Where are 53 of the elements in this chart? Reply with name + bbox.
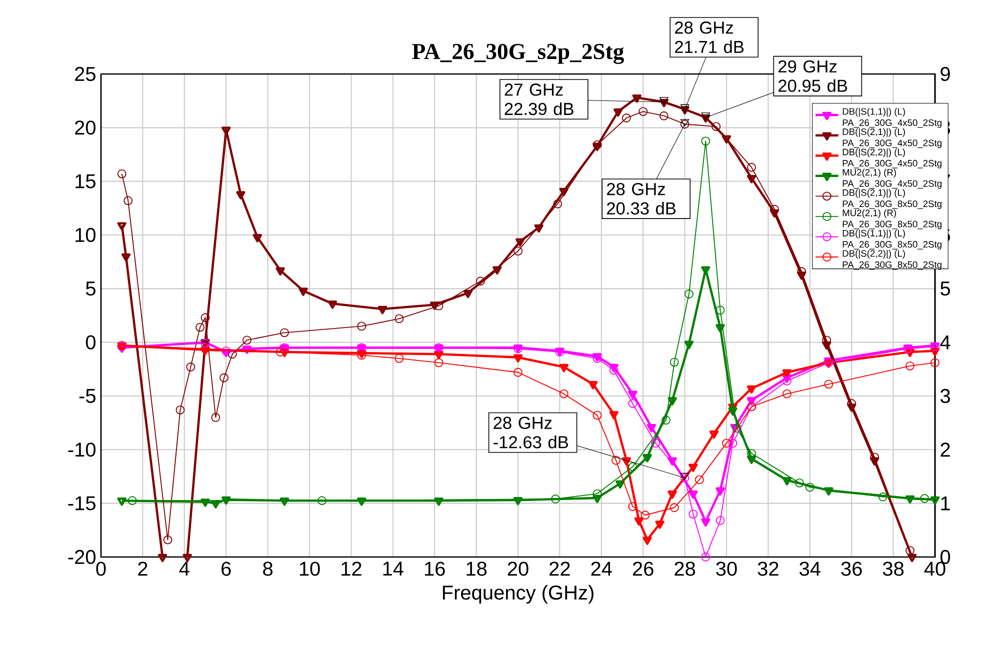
y-tick-label: 5 <box>86 282 96 296</box>
y-tick-label: 0 <box>86 335 96 350</box>
x-tick-label: 2 <box>138 562 148 576</box>
x-tick-label: 10 <box>300 562 320 576</box>
y-tick-label: -5 <box>79 389 96 403</box>
y2-tick-label: 2 <box>940 442 950 457</box>
x-tick-label: 8 <box>263 562 272 576</box>
x-tick-label: 28 <box>674 562 696 576</box>
x-tick-label: 36 <box>841 562 862 576</box>
y2-tick-label: 1 <box>941 496 950 510</box>
x-tick-label: 38 <box>882 562 904 576</box>
x-tick-label: 22 <box>550 562 570 576</box>
y2-tick-label: 4 <box>940 335 950 350</box>
x-tick-label: 32 <box>758 562 778 576</box>
legend-label: MU2(2,1) (R) PA_26_30G_8x50_2Stg <box>842 209 942 230</box>
annotation: 27 GHz 22.39 dB <box>504 84 574 116</box>
legend-label: DB(|S(2,1)|) (L) PA_26_30G_4x50_2Stg <box>842 128 942 148</box>
legend-label: DB(|S(1,1)|) (L) PA_26_30G_8x50_2Stg <box>842 230 942 250</box>
legend-label: MU2(2,1) (R) PA_26_30G_4x50_2Stg <box>842 168 942 189</box>
x-tick-label: 0 <box>96 562 106 576</box>
legend-label: DB(|S(2,2)|) (L) PA_26_30G_4x50_2Stg <box>842 148 942 168</box>
x-tick-label: 4 <box>179 562 190 576</box>
y2-tick-label: 0 <box>940 550 950 564</box>
y-tick-label: 10 <box>76 228 96 242</box>
annotation: 29 GHz 20.95 dB <box>778 60 848 92</box>
y-tick-label: 15 <box>76 174 96 188</box>
x-tick-label: 26 <box>632 562 654 576</box>
y-tick-label: 20 <box>75 120 96 135</box>
x-tick-label: 16 <box>425 562 445 576</box>
y2-tick-label: 5 <box>940 282 950 296</box>
x-tick-label: 6 <box>222 562 231 576</box>
x-tick-label: 34 <box>800 562 820 576</box>
y-tick-label: -10 <box>68 442 96 457</box>
legend-label: DB(|S(2,1)|) (L) PA_26_30G_8x50_2Stg <box>842 189 942 209</box>
y2-tick-label: 3 <box>940 388 950 404</box>
annotation: 28 GHz 20.33 dB <box>607 182 676 215</box>
y-tick-label: -15 <box>68 496 96 510</box>
x-tick-label: 20 <box>508 562 528 576</box>
x-tick-label: 18 <box>466 562 487 576</box>
x-tick-label: 40 <box>924 562 946 576</box>
legend-label: DB(|S(1,1)|) (L) PA_26_30G_4x50_2Stg <box>842 108 942 128</box>
annotation: 28 GHz 21.71 dB <box>675 21 744 54</box>
annotation: 28 GHz -12.63 dB <box>494 416 568 448</box>
y2-tick-label: 9 <box>940 66 950 82</box>
legend-label: DB(|S(2,2)|) (L) PA_26_30G_8x50_2Stg <box>842 250 942 270</box>
y-tick-label: -20 <box>68 550 96 564</box>
x-tick-label: 12 <box>342 562 362 576</box>
x-tick-label: 24 <box>591 562 612 576</box>
x-tick-label: 30 <box>716 562 737 576</box>
chart-title: PA_26_30G_s2p_2Stg <box>412 44 624 64</box>
y-tick-label: 25 <box>75 66 96 82</box>
x-tick-label: 14 <box>383 562 404 576</box>
x-axis-title: Frequency (GHz) <box>442 585 594 604</box>
